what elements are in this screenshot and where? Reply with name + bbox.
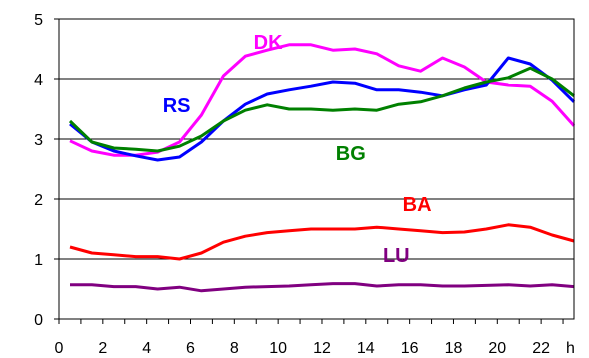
y-axis-ticks: 0 1 2 3 4 5 — [34, 12, 59, 329]
y-tick-label: 0 — [34, 312, 43, 329]
series-label-dk: DK — [254, 32, 283, 54]
x-tick-label: 0 — [55, 340, 64, 357]
series-labels: DK RS BG BA LU — [163, 32, 432, 267]
y-tick-label: 3 — [34, 132, 43, 149]
y-tick-label: 4 — [34, 72, 43, 89]
x-tick-label: 20 — [488, 340, 506, 357]
y-tick-label: 1 — [34, 252, 43, 269]
x-tick-label: 8 — [230, 340, 239, 357]
x-tick-label: 14 — [357, 340, 375, 357]
x-axis-unit-label: h — [566, 340, 575, 357]
x-tick-label: 12 — [313, 340, 331, 357]
series-line-ba — [69, 223, 575, 261]
x-tick-label: 4 — [142, 340, 151, 357]
grid — [59, 18, 574, 320]
x-tick-label: 6 — [186, 340, 195, 357]
series-lines — [68, 43, 576, 293]
x-tick-label: 10 — [269, 340, 287, 357]
y-tick-label: 2 — [34, 192, 43, 209]
x-axis-ticks: 0 2 4 6 8 10 12 14 16 18 20 22 — [55, 319, 564, 357]
series-label-ba: BA — [403, 194, 432, 216]
x-tick-label: 22 — [532, 340, 550, 357]
series-label-rs: RS — [163, 95, 191, 117]
plot-area-frame — [58, 18, 575, 320]
series-label-bg: BG — [336, 143, 366, 165]
x-tick-label: 2 — [98, 340, 107, 357]
series-line-lu — [70, 282, 575, 293]
series-label-lu: LU — [383, 245, 410, 267]
x-tick-label: 16 — [401, 340, 419, 357]
y-tick-label: 5 — [34, 12, 43, 29]
x-tick-label: 18 — [445, 340, 463, 357]
series-line-bg — [68, 66, 575, 153]
